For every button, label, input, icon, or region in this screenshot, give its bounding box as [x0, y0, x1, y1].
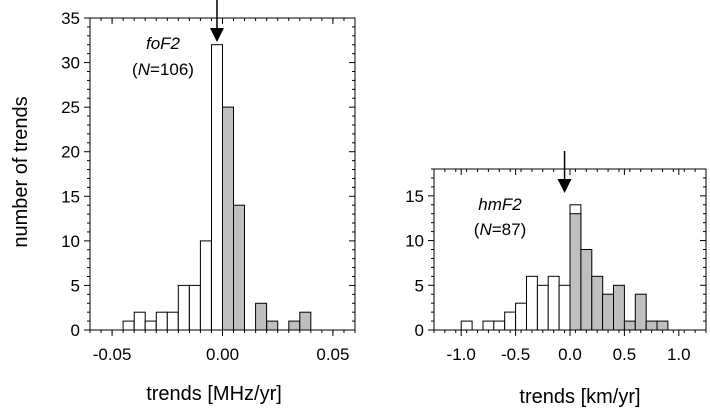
histogram-bar	[166, 311, 179, 331]
count-annotation: (N=106)	[132, 60, 194, 79]
x-tick-label: 0.00	[206, 345, 239, 364]
histogram-panel-hmf2: 0 5 10 15 -1.0 -0.5 0.0 0.5 1.0 hmF2 (N=87) tren…	[405, 151, 707, 408]
histogram-bar	[580, 249, 593, 331]
histogram-bar	[569, 213, 582, 331]
x-axis-label: trends [km/yr]	[519, 386, 640, 408]
count-annotation-n: N	[138, 60, 151, 79]
y-tick-label: 5	[71, 276, 80, 295]
histogram-bar	[299, 311, 312, 331]
histogram-bar	[288, 320, 301, 331]
histogram-bar	[133, 311, 146, 331]
histogram-bar	[122, 320, 135, 331]
histogram-bar	[188, 284, 201, 331]
median-arrow	[209, 28, 224, 42]
y-tick-label: 10	[61, 232, 80, 251]
histogram-bar	[613, 284, 625, 331]
histogram-bar	[623, 320, 636, 331]
histogram-bar	[645, 320, 658, 331]
histogram-panel-fof2: 0 5 10 15 20 25 30 35 -0.05 0.00 0.05 foF2 (N=106)…	[10, 0, 356, 405]
histogram-bar	[526, 275, 538, 331]
y-tick-label: 15	[405, 187, 424, 206]
tick-labels: 0 5 10 15 -1.0 -0.5 0.0 0.5 1.0	[405, 187, 691, 364]
histogram-bar	[591, 275, 604, 331]
y-axis-label: number of trends	[10, 96, 32, 247]
y-tick-label: 5	[415, 276, 424, 295]
histogram-bar	[515, 302, 527, 331]
y-tick-label: 25	[61, 98, 80, 117]
y-tick-label: 30	[61, 54, 80, 73]
histogram-bar	[222, 106, 234, 331]
count-annotation-value: =87	[492, 220, 521, 239]
histogram-bar	[547, 275, 560, 331]
variable-annotation: hmF2	[478, 195, 522, 214]
histogram-bar	[504, 311, 517, 331]
histogram-bar	[634, 293, 647, 331]
histogram-bar	[177, 284, 190, 331]
histogram-bar	[460, 320, 473, 331]
x-axis-label: trends [MHz/yr]	[146, 383, 282, 405]
x-tick-label: 0.5	[613, 345, 637, 364]
bars-group	[460, 204, 669, 331]
x-tick-label: -0.05	[93, 345, 132, 364]
x-tick-label: -0.5	[501, 345, 530, 364]
histogram-bar	[144, 320, 157, 331]
count-annotation-value: =106	[150, 60, 188, 79]
y-tick-label: 0	[71, 321, 80, 340]
count-annotation: (N=87)	[474, 220, 526, 239]
x-tick-label: 0.0	[558, 345, 582, 364]
histogram-bar	[493, 320, 506, 331]
median-arrow	[557, 179, 572, 193]
bars-group	[122, 44, 312, 331]
histogram-bar	[602, 293, 614, 331]
x-tick-label: 1.0	[667, 345, 691, 364]
histogram-bar	[536, 284, 549, 331]
histogram-bar	[233, 204, 245, 331]
count-annotation-n: N	[479, 220, 492, 239]
y-tick-label: 0	[415, 321, 424, 340]
variable-annotation: foF2	[146, 34, 181, 53]
y-tick-label: 10	[405, 232, 424, 251]
tick-marks	[428, 168, 707, 336]
tick-marks	[84, 17, 356, 336]
histogram-bar	[199, 240, 212, 331]
y-tick-label: 35	[61, 9, 80, 28]
x-tick-label: 0.05	[316, 345, 349, 364]
histogram-bar	[266, 320, 279, 331]
histogram-bar	[656, 320, 669, 331]
tick-labels: 0 5 10 15 20 25 30 35 -0.05 0.00 0.05	[61, 9, 349, 364]
y-tick-label: 20	[61, 143, 80, 162]
histogram-bar	[558, 284, 571, 331]
y-tick-label: 15	[61, 187, 80, 206]
histogram-bar	[482, 320, 495, 331]
x-tick-label: -1.0	[447, 345, 476, 364]
histogram-bar	[155, 311, 168, 331]
histogram-bar	[255, 302, 268, 331]
histogram-bar	[211, 44, 223, 331]
